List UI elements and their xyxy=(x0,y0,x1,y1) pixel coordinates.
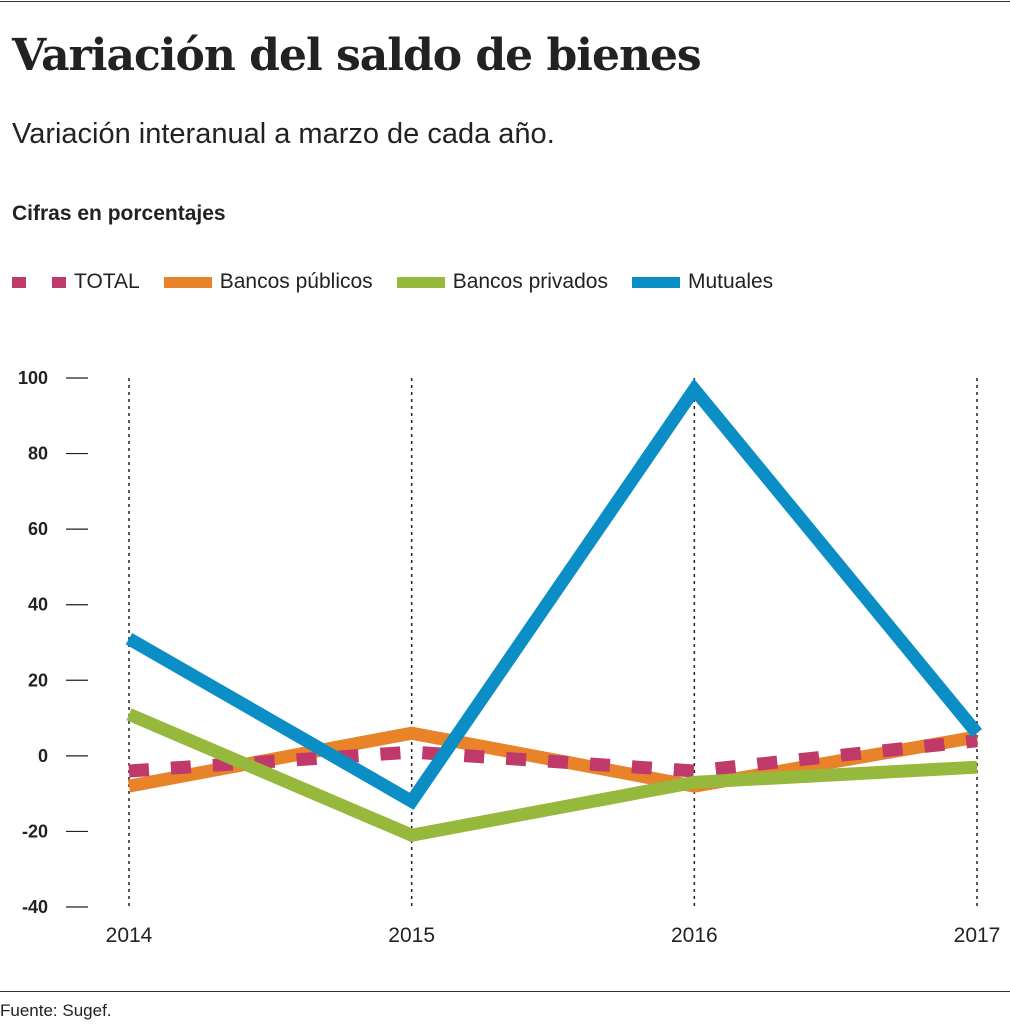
y-tick-label-3: 40 xyxy=(28,595,48,615)
legend-swatch-bancos-publicos xyxy=(163,276,212,288)
units-label: Cifras en porcentajes xyxy=(12,202,226,225)
x-tick-label-2015: 2015 xyxy=(388,924,435,947)
data-point-bancos-públicos-2014 xyxy=(129,786,130,787)
legend-label-mutuales: Mutuales xyxy=(687,270,774,293)
data-point-bancos-públicos-2017 xyxy=(977,736,978,737)
data-point-mutuales-2015 xyxy=(411,801,412,802)
y-tick-label-7: -40 xyxy=(22,897,48,917)
data-point-bancos-privados-2017 xyxy=(977,767,978,768)
legend-swatch-mutuales xyxy=(631,276,680,288)
legend-swatch-total xyxy=(12,276,66,288)
chart-title: Variación del saldo de bienes xyxy=(12,30,702,81)
data-point-total-2014 xyxy=(129,770,130,771)
legend-label-total: TOTAL xyxy=(74,270,140,293)
x-tick-label-2017: 2017 xyxy=(954,924,1001,947)
series-line-total xyxy=(128,734,978,778)
top-rule xyxy=(0,1,1010,2)
y-tick-label-1: 80 xyxy=(28,444,48,464)
data-point-bancos-privados-2016 xyxy=(694,782,695,783)
y-tick-label-4: 20 xyxy=(28,670,48,690)
data-point-bancos-públicos-2015 xyxy=(411,733,412,734)
x-tick-label-2014: 2014 xyxy=(106,924,153,947)
legend-swatch-bancos-privados xyxy=(396,276,445,288)
data-point-total-2015 xyxy=(411,752,412,753)
chart-subtitle: Variación interanual a marzo de cada año… xyxy=(12,118,555,150)
y-tick-label-0: 100 xyxy=(18,368,48,388)
legend-item-mutuales: Mutuales xyxy=(631,270,774,294)
data-point-mutuales-2017 xyxy=(977,733,978,734)
legend: TOTAL Bancos públicos Bancos privados Mu… xyxy=(12,270,797,294)
data-point-mutuales-2014 xyxy=(129,638,130,639)
data-point-mutuales-2016 xyxy=(694,389,695,390)
y-tick-label-2: 60 xyxy=(28,519,48,539)
y-tick-label-6: -20 xyxy=(22,821,48,841)
data-point-bancos-privados-2015 xyxy=(411,835,412,836)
legend-item-total: TOTAL xyxy=(12,270,140,294)
x-tick-label-2016: 2016 xyxy=(671,924,718,947)
data-point-total-2017 xyxy=(977,740,978,741)
source-note: Fuente: Sugef. xyxy=(0,1001,112,1020)
y-tick-label-5: 0 xyxy=(38,746,48,766)
legend-item-bancos-privados: Bancos privados xyxy=(396,270,608,294)
legend-item-bancos-publicos: Bancos públicos xyxy=(163,270,373,294)
bottom-rule xyxy=(0,991,1010,992)
line-chart: 100 80 60 40 20 0 -20 -40 2014 2015 2016 2017 xyxy=(18,368,1001,947)
series-line-bancos-privados xyxy=(126,708,978,842)
legend-label-bancos-publicos: Bancos públicos xyxy=(219,270,373,293)
series-line-mutuales xyxy=(125,378,983,810)
legend-label-bancos-privados: Bancos privados xyxy=(452,270,608,293)
data-point-total-2016 xyxy=(694,770,695,771)
data-point-bancos-privados-2014 xyxy=(129,714,130,715)
